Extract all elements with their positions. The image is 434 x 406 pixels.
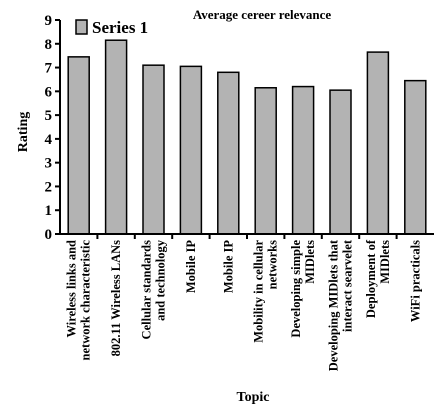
x-tick-label: Deployment of (364, 239, 378, 318)
x-tick-label: interact searvelet (341, 239, 355, 332)
y-tick-label: 2 (45, 179, 53, 195)
legend-label: Series 1 (92, 18, 148, 37)
chart-title: Average cereer relevance (193, 7, 332, 22)
x-tick-label: Developing simple (289, 240, 303, 338)
x-tick-label: Cellular standards (140, 240, 154, 340)
x-tick-label: WiFi practicals (408, 240, 422, 322)
bar (404, 79, 427, 235)
y-tick-label: 8 (45, 37, 53, 53)
axes (59, 20, 434, 235)
legend: Series 1 (75, 18, 148, 37)
bar (329, 89, 352, 235)
bar (67, 56, 90, 235)
x-tick-label: Mobility in cellular (252, 240, 266, 343)
x-tick-label: networks (266, 240, 280, 289)
bar (179, 65, 203, 235)
bar (217, 71, 240, 235)
y-tick-label: 6 (45, 84, 53, 100)
bar (366, 51, 390, 235)
x-tick-label: and technology (154, 239, 168, 321)
x-axis: Wireless links and network characteristic… (65, 234, 422, 371)
y-axis-label: Rating (16, 112, 31, 152)
x-tick-label: Mobile IP (184, 240, 198, 293)
bar (104, 39, 128, 235)
y-tick-label: 9 (45, 13, 53, 29)
bar-series (67, 39, 427, 235)
x-tick-label: 802.11 Wireless LANs (109, 240, 123, 356)
x-axis-label: Topic (237, 390, 270, 405)
x-tick-label: MIDlets (303, 240, 317, 284)
x-tick-label: Developing MIDlets that (327, 239, 341, 371)
bar (254, 87, 277, 235)
y-tick-label: 5 (45, 108, 53, 124)
y-tick-label: 4 (45, 132, 53, 148)
y-tick-label: 7 (45, 61, 53, 77)
y-tick-label: 3 (45, 156, 53, 172)
bar (142, 64, 165, 235)
y-tick-label: 0 (45, 227, 53, 243)
bar (291, 85, 315, 235)
y-axis: 0 1 2 3 4 5 6 7 8 9 (45, 13, 60, 243)
y-tick-label: 1 (45, 203, 53, 219)
x-tick-label: Mobile IP (221, 240, 235, 293)
x-tick-label: Wireless links and (65, 240, 79, 338)
legend-swatch (75, 19, 88, 35)
x-tick-label: network characteristic (79, 240, 93, 361)
x-tick-label: MIDlets (378, 240, 392, 284)
